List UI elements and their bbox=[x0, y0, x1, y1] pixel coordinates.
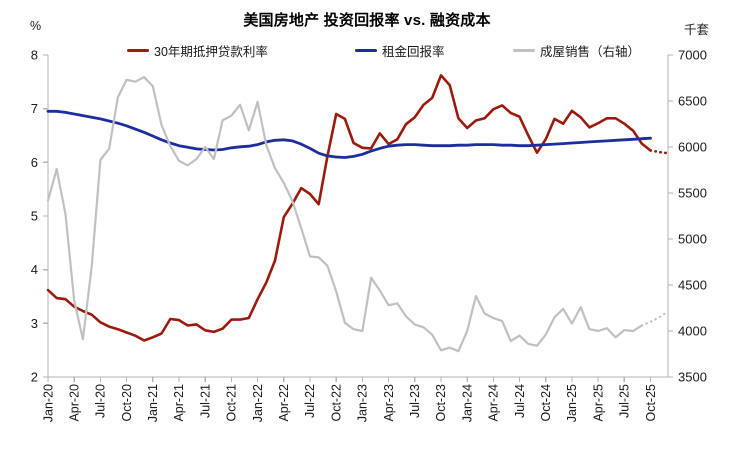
right-axis-tick-label: 3500 bbox=[678, 370, 707, 385]
series-line-rental bbox=[46, 109, 652, 159]
x-axis-tick-label: Jul-23 bbox=[408, 384, 422, 418]
x-axis-tick-label: Jul-24 bbox=[513, 384, 527, 418]
x-axis-tick-label: Apr-25 bbox=[591, 384, 605, 422]
right-axis-tick-label: 4500 bbox=[678, 278, 707, 293]
left-axis-tick-label: 5 bbox=[31, 209, 38, 224]
legend-item-rental-yield: 租金回报率 bbox=[355, 41, 445, 59]
x-axis-tick-label: Oct-22 bbox=[329, 384, 343, 422]
chart-title: 美国房地产 投资回报率 vs. 融资成本 bbox=[243, 12, 491, 29]
right-axis-tick-label: 6500 bbox=[678, 94, 707, 109]
right-axis-tick-label: 5000 bbox=[678, 232, 707, 247]
left-axis-tick-label: 7 bbox=[31, 101, 38, 116]
right-axis-tick-label: 5500 bbox=[678, 186, 707, 201]
right-axis-unit-label: 千套 bbox=[684, 23, 710, 37]
right-axis-tick-label: 4000 bbox=[678, 324, 707, 339]
x-axis-tick-label: Oct-20 bbox=[120, 384, 134, 422]
x-axis-tick-label: Jan-25 bbox=[565, 384, 579, 422]
x-axis-tick-label: Jul-25 bbox=[618, 384, 632, 418]
x-axis-tick-label: Jan-23 bbox=[356, 384, 370, 422]
legend-line-marker-gray bbox=[513, 48, 535, 52]
x-axis-tick-label: Apr-20 bbox=[67, 384, 81, 422]
x-axis-tick-label: Jul-22 bbox=[303, 384, 317, 418]
legend-item-mortgage-rate: 30年期抵押贷款利率 bbox=[127, 41, 268, 59]
series-line-sales bbox=[46, 76, 643, 353]
x-axis-tick-label: Oct-23 bbox=[434, 384, 448, 422]
series-line-mortgage bbox=[46, 74, 652, 342]
x-axis-tick-label: Oct-25 bbox=[644, 384, 658, 422]
x-axis-tick-label: Jul-21 bbox=[198, 384, 212, 418]
left-axis-tick-label: 6 bbox=[31, 155, 38, 170]
x-axis-tick-label: Apr-22 bbox=[277, 384, 291, 422]
right-axis-tick-label: 6000 bbox=[678, 140, 707, 155]
x-axis-tick-label: Apr-24 bbox=[487, 384, 501, 422]
x-axis-tick-label: Apr-21 bbox=[172, 384, 186, 422]
x-axis-tick-label: Jan-21 bbox=[146, 384, 160, 422]
legend-label: 30年期抵押贷款利率 bbox=[154, 44, 268, 59]
x-axis-tick-label: Apr-23 bbox=[382, 384, 396, 422]
legend-label: 成屋销售（右轴） bbox=[540, 44, 641, 59]
legend-label: 租金回报率 bbox=[382, 44, 445, 59]
x-axis-tick-label: Jul-20 bbox=[94, 384, 108, 418]
legend-item-existing-home-sales: 成屋销售（右轴） bbox=[513, 41, 640, 59]
left-axis-unit-label: % bbox=[30, 19, 42, 33]
left-axis-tick-label: 4 bbox=[31, 262, 38, 277]
x-axis-tick-label: Jan-24 bbox=[460, 384, 474, 422]
left-axis-tick-label: 2 bbox=[31, 370, 38, 385]
series-line-forecast-dotted bbox=[649, 149, 670, 155]
legend-line-marker-red bbox=[127, 48, 149, 52]
x-axis-tick-label: Jan-22 bbox=[251, 384, 265, 422]
left-axis-tick-label: 3 bbox=[31, 316, 38, 331]
right-axis-tick-label: 7000 bbox=[678, 48, 707, 63]
x-axis-tick-label: Jan-20 bbox=[41, 384, 55, 422]
legend-line-marker-blue bbox=[355, 48, 377, 52]
legend: 30年期抵押贷款利率 租金回报率 成屋销售（右轴） bbox=[0, 41, 734, 59]
x-axis-tick-label: Oct-21 bbox=[225, 384, 239, 422]
series-line-forecast-dotted bbox=[640, 310, 670, 327]
x-axis-tick-label: Oct-24 bbox=[539, 384, 553, 422]
left-axis-tick-label: 8 bbox=[31, 48, 38, 63]
